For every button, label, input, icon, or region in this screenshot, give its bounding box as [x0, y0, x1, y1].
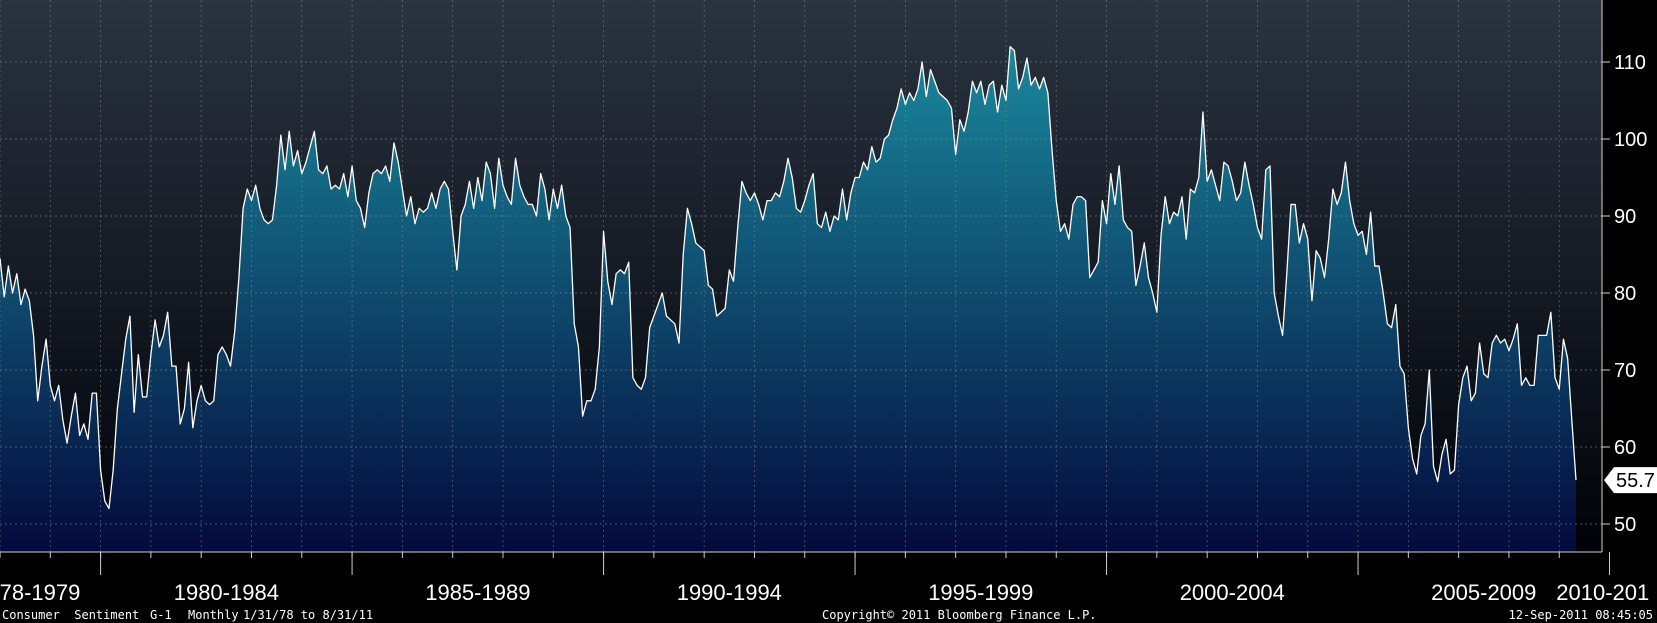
footer-range: 1/31/78 to 8/31/11: [243, 608, 373, 622]
x-category-label: 2010-201: [1556, 580, 1649, 605]
grid-layer: [0, 0, 1611, 575]
y-tick-label: 100: [1614, 129, 1647, 151]
x-category-layer: 78-1979 1980-1984 1985-1989 1990-1994 1995-1…: [0, 580, 1649, 605]
line-layer: [0, 45, 1577, 510]
y-tick-label: 110: [1614, 52, 1646, 74]
footer-timestamp: 12-Sep-2011 08:45:05: [1509, 608, 1654, 622]
last-value-label: 55.7: [1616, 470, 1655, 492]
y-tick-label: 90: [1614, 206, 1636, 228]
last-value-tag: [1604, 467, 1657, 494]
series-area: [0, 46, 1576, 552]
footer: Consumer Sentiment G-1 Monthly 1/31/78 t…: [2, 608, 1653, 622]
x-category-label: 2005-2009: [1431, 580, 1536, 605]
last-value-marker: 55.7: [1604, 467, 1657, 494]
x-category-label: 1985-1989: [425, 580, 530, 605]
y-tick-label: 50: [1614, 514, 1636, 536]
x-category-label: 78-1979: [0, 580, 80, 605]
x-category-label: 2000-2004: [1180, 580, 1285, 605]
footer-code: G-1: [150, 608, 172, 622]
y-tick-layer: 50 60 70 80 90 100 110: [1602, 52, 1647, 536]
y-tick-label: 60: [1614, 437, 1636, 459]
footer-copyright: Copyright© 2011 Bloomberg Finance L.P.: [822, 608, 1097, 622]
series-line-consumer-sentiment: [0, 45, 1577, 510]
area-layer: [0, 46, 1576, 552]
x-category-label: 1990-1994: [677, 580, 782, 605]
footer-series-name: Consumer Sentiment: [2, 608, 139, 622]
y-tick-label: 70: [1614, 360, 1636, 382]
x-category-label: 1995-1999: [928, 580, 1033, 605]
footer-frequency: Monthly: [188, 608, 239, 622]
y-tick-label: 80: [1614, 283, 1636, 305]
x-category-label: 1980-1984: [174, 580, 279, 605]
